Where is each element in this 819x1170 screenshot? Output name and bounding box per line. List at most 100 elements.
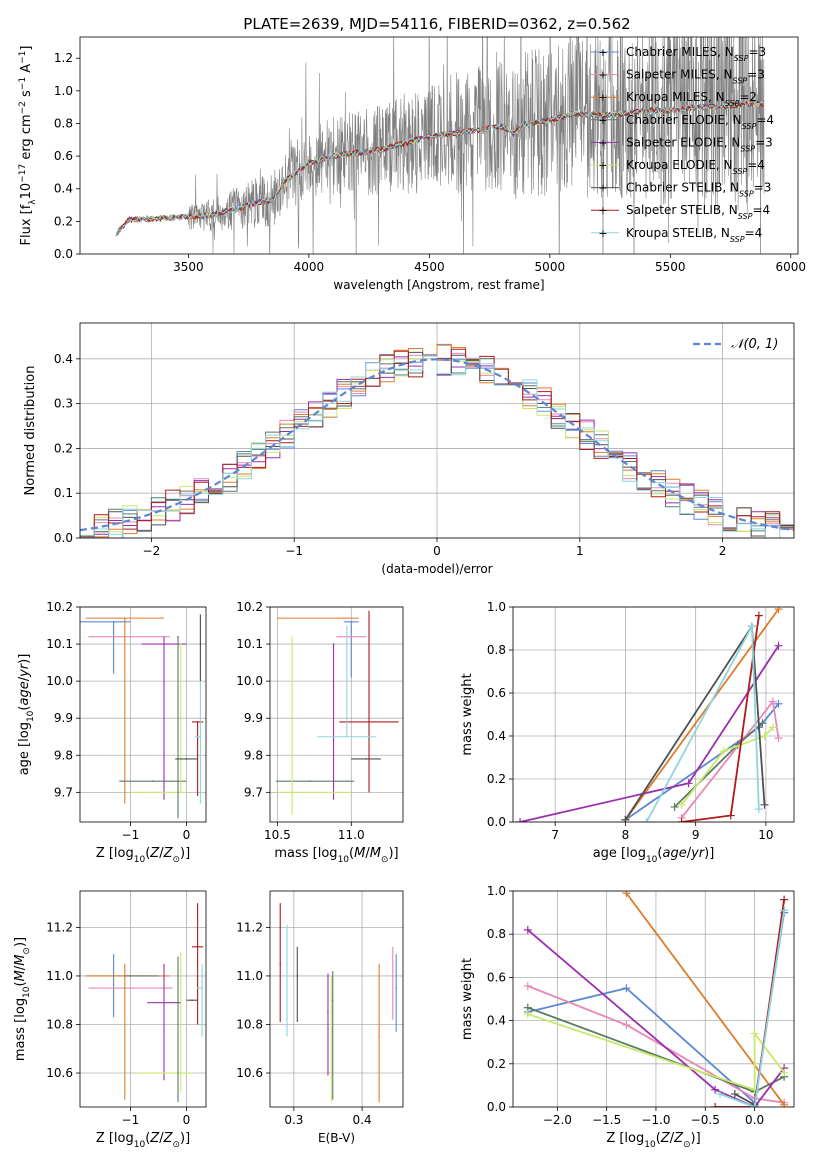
y-tick-label: 0.4 (54, 352, 73, 366)
data-point (129, 987, 132, 989)
y-tick-label: 10.8 (236, 1017, 263, 1031)
x-tick-label: 10.5 (264, 828, 291, 842)
plot-area (115, 37, 765, 254)
weight-marker (760, 800, 769, 809)
weight-vs-age-axes-y-label: mass weight (460, 673, 475, 755)
y-tick-label: 10.6 (236, 1066, 263, 1080)
legend-marker: + (598, 46, 607, 59)
y-tick-label: 10.2 (46, 600, 73, 614)
axes-frame (269, 890, 404, 1108)
weight-marker (747, 622, 756, 631)
y-tick-label: 0.4 (54, 182, 73, 196)
residual-histogram-3 (80, 343, 794, 538)
plot-area (275, 610, 399, 815)
y-tick-label: 0.2 (54, 441, 73, 455)
legend-marker: + (598, 136, 607, 149)
weight-line-6 (527, 1013, 785, 1091)
y-tick-label: 0.0 (487, 815, 506, 829)
weight-marker (642, 818, 651, 822)
weight-marker (523, 982, 532, 991)
model-spectrum-line-8 (115, 100, 764, 236)
data-point (177, 975, 179, 977)
axes-frame (79, 606, 207, 823)
data-point (129, 635, 132, 638)
weight-vs-Z-axes-y-label: mass weight (460, 958, 475, 1040)
x-tick-label: 8 (622, 828, 630, 842)
x-tick-label: 0 (433, 544, 441, 558)
legend-marker: + (598, 159, 607, 172)
x-tick-label: 4500 (414, 260, 445, 274)
legend-marker: + (598, 69, 607, 82)
x-tick-label: −1.0 (641, 1113, 670, 1127)
axes-frame (79, 890, 207, 1108)
y-tick-label: 10.0 (46, 674, 73, 688)
mass-vs-EBV-x-label: E(B-V) (318, 1131, 355, 1145)
y-tick-label: 9.7 (54, 785, 73, 799)
data-point (350, 621, 353, 623)
data-point (196, 946, 199, 948)
data-point (163, 1001, 165, 1004)
x-tick-label: −1 (122, 828, 140, 842)
x-tick-label: 1 (576, 544, 584, 558)
x-tick-label: −1 (122, 1113, 140, 1127)
x-tick-label: 9 (692, 828, 700, 842)
x-tick-label: 0.4 (353, 1113, 372, 1127)
age-vs-Z-axes: −1 0 9.7 9.8 9.9 10.0 10.1 10.2 Z [log10(Z/Z⊙)] a… (17, 600, 207, 865)
weight-vs-age-axes: 7 8 9 10 0.0 0.2 0.4 0.6 0.8 1.0 mass weight age [l… (460, 600, 795, 865)
y-tick-label: 0.4 (487, 1014, 506, 1028)
y-tick-label: 0.0 (487, 1100, 506, 1114)
weight-line-8 (715, 899, 785, 1107)
legend-marker: + (598, 227, 607, 240)
data-point (196, 721, 199, 723)
y-tick-label: 9.9 (244, 711, 263, 725)
data-point (112, 621, 115, 623)
legend-label-8: Salpeter STELIB, NSSP=4 (626, 203, 770, 221)
weight-line-3 (625, 892, 785, 1106)
data-point (163, 1072, 165, 1074)
data-point (309, 780, 311, 783)
y-tick-label: 0.4 (487, 729, 506, 743)
weight-marker (730, 1090, 739, 1099)
data-point (201, 987, 203, 989)
weight-line-9 (719, 910, 785, 1107)
y-tick-label: 0.2 (487, 772, 506, 786)
data-point (291, 791, 293, 794)
residual-x-label: (data-model)/error (381, 562, 492, 576)
weight-vs-Z-axes: −2.0 −1.5 −1.0 −0.5 0.0 0.0 0.2 0.4 0.6 0.8 1.0 mas… (460, 884, 795, 1150)
y-tick-label: 1.0 (487, 600, 506, 614)
y-tick-label: 0.6 (487, 686, 506, 700)
plot-area (80, 343, 794, 538)
x-tick-label: 5000 (535, 260, 566, 274)
age-vs-mass-axes: 10.5 11.0 9.7 9.8 9.9 10.0 10.1 10.2 mass [log10… (236, 600, 404, 865)
axes-frame (79, 36, 799, 255)
age-vs-Z-y-label: age [log10(age/yr)] (17, 654, 36, 776)
y-tick-label: 0.3 (54, 397, 73, 411)
weight-line-5 (527, 929, 785, 1107)
weight-marker (774, 607, 783, 614)
weight-marker (523, 925, 532, 934)
y-tick-label: 0.6 (487, 970, 506, 984)
plot-area (279, 903, 397, 1103)
y-tick-label: 0.0 (54, 531, 73, 545)
y-tick-label: 0.6 (54, 149, 73, 163)
data-point (180, 643, 182, 645)
legend-label-3: Kroupa MILES, NSSP=2 (626, 90, 757, 108)
data-point (286, 975, 288, 977)
spectrum-axes: 3500 4000 4500 5000 5500 6000 0.0 0.2 0.4 0.6 0.8 1… (18, 36, 806, 292)
mass-vs-Z-axes: −1 0 10.6 10.8 11.0 11.2 Z [log10(Z/Z⊙)] mass [… (13, 890, 207, 1150)
data-point (199, 643, 202, 645)
data-point (199, 735, 202, 738)
weight-marker (711, 1085, 720, 1094)
plot-area (80, 614, 204, 819)
data-point (177, 635, 179, 638)
data-point (346, 735, 348, 738)
weight-line-6 (680, 726, 774, 806)
weight-marker (774, 641, 783, 650)
x-tick-label: −2 (143, 544, 161, 558)
weight-marker (677, 800, 686, 809)
data-point (152, 780, 154, 783)
figure-title: PLATE=2639, MJD=54116, FIBERID=0362, z=0… (243, 15, 630, 33)
y-tick-label: 9.8 (244, 748, 263, 762)
model-spectrum-line-9 (115, 101, 764, 236)
